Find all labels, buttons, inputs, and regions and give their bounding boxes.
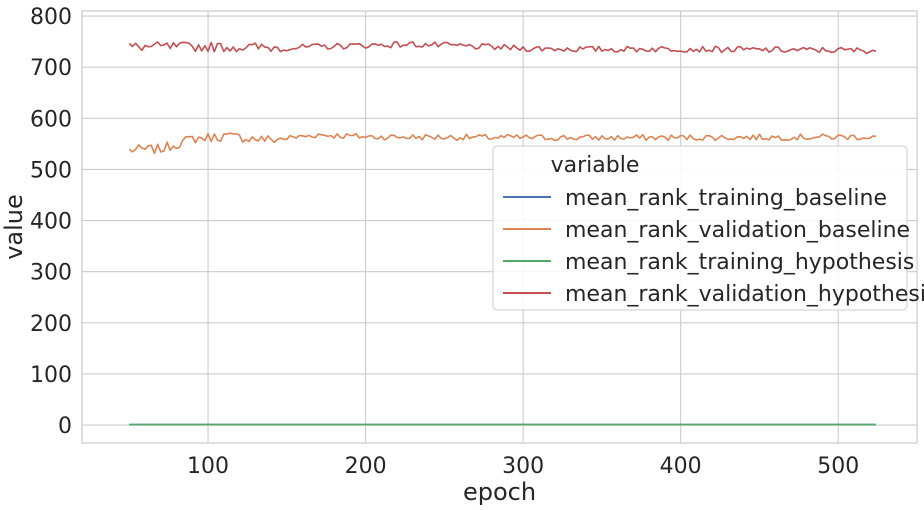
legend-entry: mean_rank_training_baseline xyxy=(565,186,887,211)
y-tick-label: 800 xyxy=(30,5,72,30)
grid-lines xyxy=(82,11,917,443)
series-lines xyxy=(128,41,877,426)
y-axis-label: value xyxy=(0,194,28,260)
x-tick-label: 200 xyxy=(345,454,387,479)
legend-items: mean_rank_training_baseline mean_rank_val… xyxy=(503,186,924,307)
x-tick-label: 100 xyxy=(187,454,229,479)
y-tick-label: 100 xyxy=(30,363,72,388)
series-line-2 xyxy=(128,132,877,155)
y-tick-label: 600 xyxy=(30,107,72,132)
x-tick-label: 500 xyxy=(817,454,859,479)
plot-frame xyxy=(81,10,918,444)
legend-entry: mean_rank_validation_baseline xyxy=(565,218,910,243)
legend-entry: mean_rank_validation_hypothesis xyxy=(565,282,924,307)
legend-box xyxy=(492,145,908,311)
x-tick-label: 300 xyxy=(502,454,544,479)
legend: variable mean_rank_training_baselinemean… xyxy=(492,145,924,311)
legend-title: variable xyxy=(551,153,640,178)
y-tick-label: 700 xyxy=(30,56,72,81)
tick-labels: 0 100 200 300 400 500 600 700 800 100 200 300 400 500 xyxy=(30,5,859,479)
y-tick-label: 200 xyxy=(30,312,72,337)
y-tick-label: 0 xyxy=(58,414,72,439)
y-tick-label: 400 xyxy=(30,210,72,235)
series-line-4 xyxy=(128,41,877,55)
x-tick-label: 400 xyxy=(660,454,702,479)
legend-entry: mean_rank_training_hypothesis xyxy=(565,250,914,275)
y-tick-label: 300 xyxy=(30,261,72,286)
x-axis-label: epoch xyxy=(463,478,536,506)
y-tick-label: 500 xyxy=(30,158,72,183)
